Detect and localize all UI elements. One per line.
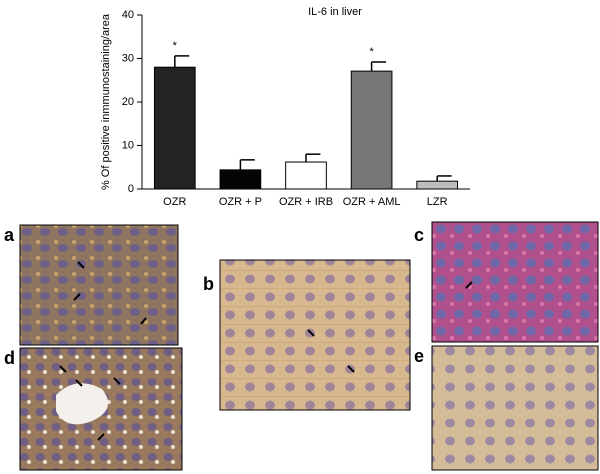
- y-tick-label: 0: [128, 183, 134, 195]
- significance-mark: *: [369, 46, 374, 58]
- x-tick-label: OZR + IRB: [279, 196, 333, 208]
- x-tick-label: OZR + P: [219, 196, 262, 208]
- x-tick-label: OZR: [163, 196, 186, 208]
- x-tick-label: LZR: [427, 196, 448, 208]
- panel-label: e: [414, 346, 424, 366]
- micrograph-d: [19, 347, 183, 471]
- y-axis-label: % Of positive inmmunostaining/area: [100, 13, 112, 190]
- panel-label: d: [4, 348, 15, 368]
- bar: [285, 161, 327, 190]
- x-tick-label: OZR + AML: [343, 196, 401, 208]
- y-tick-label: 40: [122, 9, 134, 21]
- micrograph-b: [219, 259, 411, 411]
- panel-label: b: [203, 274, 214, 294]
- bar: [416, 180, 459, 190]
- bar: [219, 169, 262, 190]
- micrograph-c: [431, 221, 599, 343]
- bar: [350, 70, 393, 190]
- micrograph-e: [431, 345, 599, 471]
- chart-title: IL-6 in liver: [308, 6, 362, 18]
- y-tick-label: 10: [122, 139, 134, 151]
- bar: [153, 66, 196, 190]
- significance-mark: *: [173, 40, 178, 52]
- panel-label: a: [4, 225, 15, 245]
- panel-label: c: [414, 225, 424, 245]
- micrograph-a: [19, 224, 179, 346]
- y-tick-label: 20: [122, 96, 134, 108]
- y-tick-label: 30: [122, 52, 134, 64]
